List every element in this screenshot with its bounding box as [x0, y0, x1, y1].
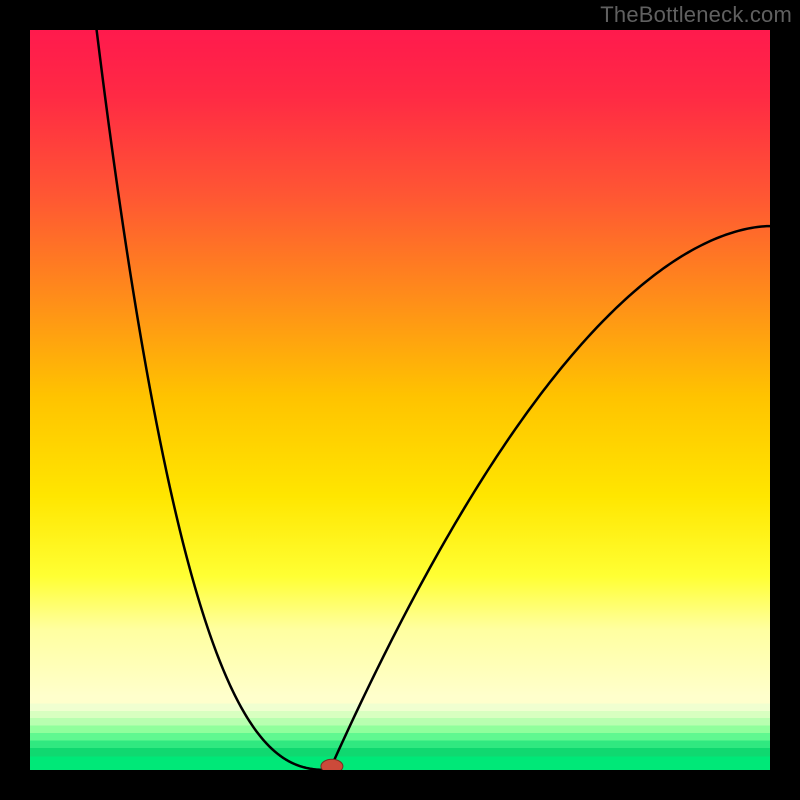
curve-layer: [30, 30, 770, 770]
chart-container: TheBottleneck.com: [0, 0, 800, 800]
plot-area: [30, 30, 770, 770]
minimum-marker: [321, 759, 343, 770]
bottleneck-curve: [97, 30, 770, 770]
watermark-text: TheBottleneck.com: [600, 2, 792, 28]
